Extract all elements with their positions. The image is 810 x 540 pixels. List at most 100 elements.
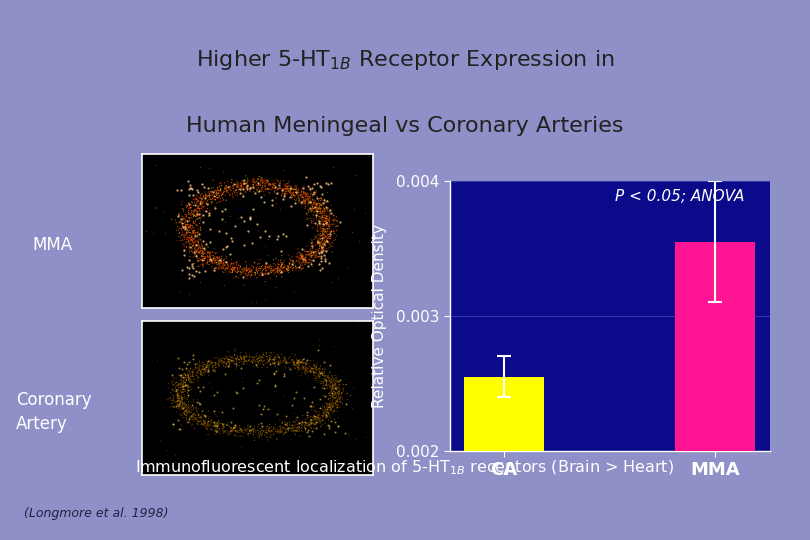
- Point: [207, 254, 220, 263]
- Point: [195, 201, 208, 210]
- Point: [286, 421, 299, 430]
- Point: [216, 428, 229, 436]
- Point: [314, 252, 327, 261]
- Point: [322, 218, 335, 227]
- Point: [326, 394, 339, 402]
- Point: [219, 261, 232, 269]
- Point: [192, 410, 205, 419]
- Point: [322, 395, 335, 403]
- Point: [215, 254, 228, 263]
- Point: [257, 176, 270, 185]
- Point: [253, 357, 266, 366]
- Point: [295, 254, 308, 262]
- Point: [202, 208, 215, 217]
- Point: [321, 204, 334, 213]
- Point: [245, 353, 258, 362]
- Point: [229, 388, 242, 396]
- Point: [225, 259, 238, 268]
- Point: [235, 181, 248, 190]
- Point: [326, 220, 339, 228]
- Point: [239, 272, 252, 280]
- Point: [319, 233, 332, 241]
- Point: [193, 248, 206, 257]
- Point: [232, 183, 245, 191]
- Point: [295, 356, 308, 365]
- Point: [271, 266, 284, 274]
- Point: [198, 200, 211, 208]
- Point: [288, 185, 301, 194]
- Point: [289, 360, 302, 368]
- Point: [248, 268, 261, 277]
- Point: [274, 428, 287, 437]
- Point: [188, 195, 201, 204]
- Point: [320, 197, 333, 205]
- Point: [187, 226, 200, 235]
- Point: [308, 214, 321, 223]
- Point: [240, 263, 253, 272]
- Point: [228, 264, 241, 272]
- Point: [292, 452, 305, 461]
- Point: [212, 260, 225, 268]
- Point: [191, 232, 204, 241]
- Point: [300, 369, 313, 378]
- Point: [255, 421, 268, 430]
- Point: [297, 258, 310, 266]
- Point: [237, 265, 249, 274]
- Point: [206, 357, 219, 366]
- Point: [236, 427, 249, 435]
- Point: [310, 199, 323, 207]
- Point: [322, 220, 335, 229]
- Point: [183, 378, 196, 387]
- Point: [288, 361, 301, 370]
- Point: [198, 411, 211, 420]
- Point: [216, 420, 229, 428]
- Point: [255, 192, 268, 201]
- Point: [266, 184, 279, 192]
- Point: [166, 391, 179, 400]
- Point: [206, 361, 219, 369]
- Point: [174, 399, 187, 407]
- Point: [224, 182, 237, 191]
- Point: [292, 362, 305, 370]
- Point: [304, 415, 317, 424]
- Point: [249, 177, 262, 186]
- Point: [328, 227, 341, 236]
- Point: [273, 265, 286, 274]
- Point: [160, 395, 173, 404]
- Point: [306, 206, 319, 214]
- Point: [191, 368, 204, 376]
- Point: [304, 356, 317, 365]
- Point: [316, 234, 329, 242]
- Point: [253, 352, 266, 360]
- Point: [314, 414, 327, 422]
- Point: [305, 247, 318, 255]
- Point: [159, 229, 172, 238]
- Point: [232, 426, 245, 435]
- Point: [293, 254, 306, 262]
- Point: [309, 211, 322, 220]
- Point: [322, 204, 335, 212]
- Point: [231, 265, 244, 274]
- Point: [204, 254, 217, 263]
- Point: [320, 257, 333, 266]
- Point: [254, 424, 267, 433]
- Point: [316, 213, 329, 221]
- Point: [190, 267, 202, 275]
- Point: [192, 214, 205, 222]
- Point: [215, 188, 228, 197]
- Point: [321, 400, 334, 408]
- Point: [325, 228, 338, 237]
- Point: [210, 359, 223, 368]
- Point: [321, 237, 334, 245]
- Point: [212, 256, 225, 265]
- Point: [208, 264, 221, 273]
- Point: [318, 238, 331, 247]
- Point: [192, 256, 205, 265]
- Point: [279, 262, 292, 271]
- Point: [254, 429, 266, 437]
- Point: [260, 266, 273, 275]
- Point: [330, 372, 343, 380]
- Point: [196, 407, 209, 416]
- Point: [286, 356, 299, 365]
- Point: [281, 265, 294, 274]
